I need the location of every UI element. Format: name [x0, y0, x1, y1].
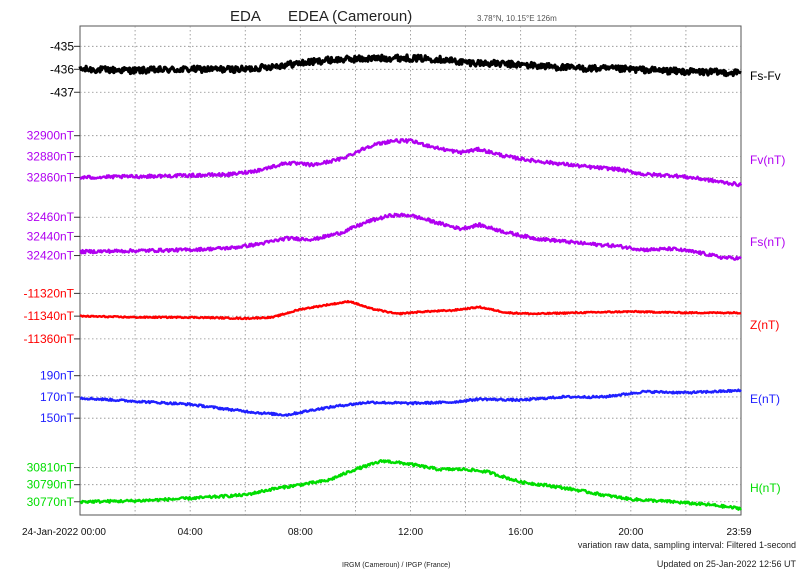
y-tick-label: 32420nT: [27, 249, 75, 263]
x-tick-label: 12:00: [398, 527, 423, 538]
y-tick-label: 32440nT: [27, 229, 75, 243]
y-tick-label: 30790nT: [27, 478, 75, 492]
series-legend-label: E(nT): [750, 392, 780, 406]
y-tick-label: -435: [50, 39, 74, 53]
x-tick-labels: 24-Jan-2022 00:00 04:00 08:00 12:00 16:00 20:…: [22, 527, 752, 538]
y-tick-label: -11360nT: [24, 332, 75, 346]
chart-title-code: EDA: [230, 8, 261, 25]
y-tick-label: 190nT: [40, 369, 75, 383]
x-tick-label: 08:00: [288, 527, 313, 538]
series-group: [78, 53, 743, 511]
y-tick-label: 32900nT: [27, 129, 75, 143]
series-legend-label: Z(nT): [750, 318, 779, 332]
y-tick-label: 32460nT: [27, 210, 75, 224]
x-tick-label: 16:00: [508, 527, 533, 538]
series-legend-labels: Fs-Fv Fv(nT) Fs(nT) Z(nT) E(nT) H(nT): [750, 69, 785, 495]
x-tick-label: 20:00: [618, 527, 643, 538]
series-line-4: [79, 299, 742, 321]
chart-title-location: 3.78°N, 10.15°E 126m: [477, 14, 557, 23]
y-tick-label: 30770nT: [27, 495, 75, 509]
y-tick-label: 32880nT: [27, 150, 75, 164]
y-tick-label: -437: [50, 85, 74, 99]
grid-lines: [80, 26, 741, 515]
y-tick-label: 150nT: [40, 411, 75, 425]
chart-title-station: EDEA (Cameroun): [288, 8, 412, 25]
y-tick-labels: -435 -436 -437 32900nT 32880nT 32860nT 32460nT…: [24, 39, 80, 509]
x-tick-label: 24-Jan-2022 00:00: [22, 527, 106, 538]
series-line-3: [79, 212, 742, 261]
y-tick-label: -11340nT: [24, 309, 75, 323]
series-line-2: [78, 138, 743, 188]
x-tick-label: 23:59: [726, 527, 751, 538]
updated-timestamp: Updated on 25-Jan-2022 12:56 UT: [657, 559, 797, 569]
series-line-5: [79, 388, 742, 417]
y-tick-label: 170nT: [40, 390, 75, 404]
series-legend-label: Fv(nT): [750, 153, 785, 167]
institutions-credit: IRGM (Cameroun) / IPGP (France): [342, 562, 450, 569]
series-legend-label: Fs(nT): [750, 235, 785, 249]
series-legend-label: Fs-Fv: [750, 69, 781, 83]
x-tick-label: 04:00: [178, 527, 203, 538]
y-tick-label: -436: [50, 62, 74, 76]
y-tick-label: 32860nT: [27, 171, 75, 185]
series-line-1: [78, 53, 742, 78]
series-line-6: [79, 459, 742, 511]
sampling-note: variation raw data, sampling interval: F…: [578, 540, 796, 550]
y-tick-label: 30810nT: [27, 461, 75, 475]
series-legend-label: H(nT): [750, 481, 781, 495]
y-tick-label: -11320nT: [24, 286, 75, 300]
